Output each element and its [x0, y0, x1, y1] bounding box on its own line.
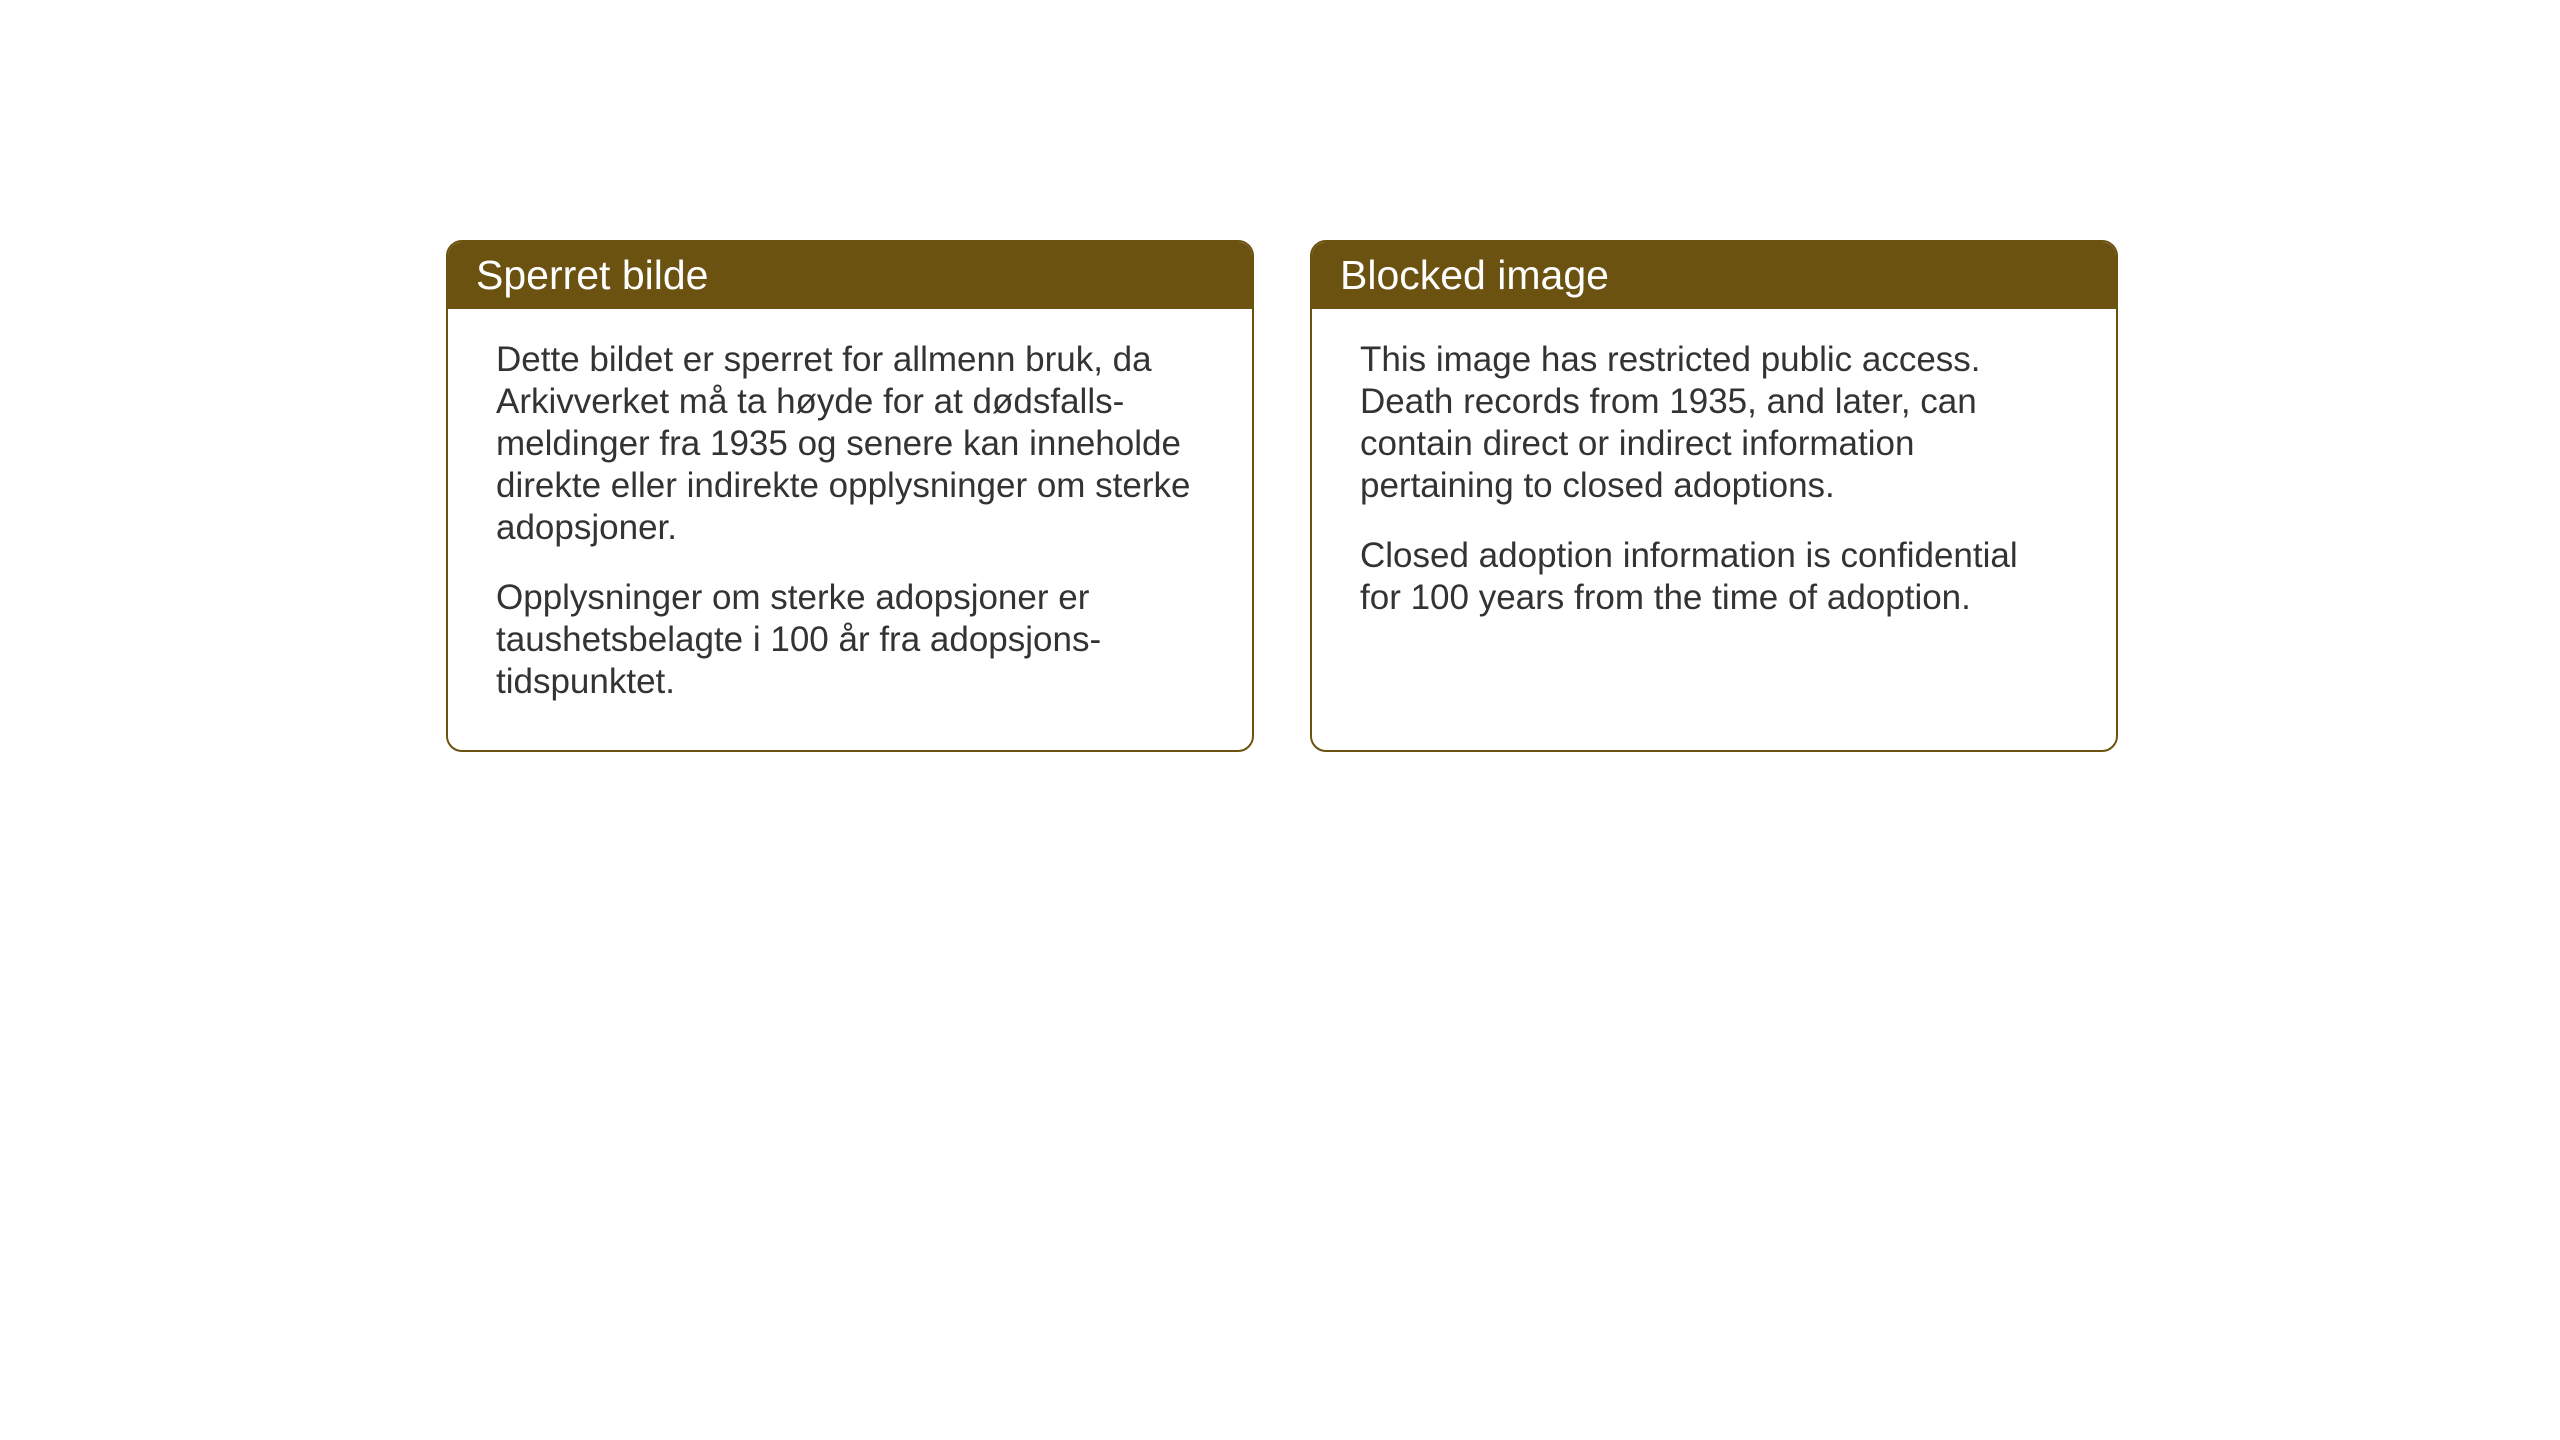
panels-container: Sperret bilde Dette bildet er sperret fo… [446, 240, 2118, 752]
panel-header-english: Blocked image [1312, 242, 2116, 309]
panel-body-english: This image has restricted public access.… [1312, 309, 2116, 659]
panel-paragraph-1-norwegian: Dette bildet er sperret for allmenn bruk… [496, 339, 1204, 549]
panel-body-norwegian: Dette bildet er sperret for allmenn bruk… [448, 309, 1252, 743]
panel-paragraph-2-english: Closed adoption information is confident… [1360, 535, 2068, 619]
panel-norwegian: Sperret bilde Dette bildet er sperret fo… [446, 240, 1254, 752]
panel-title-norwegian: Sperret bilde [476, 252, 708, 298]
panel-paragraph-1-english: This image has restricted public access.… [1360, 339, 2068, 507]
panel-paragraph-2-norwegian: Opplysninger om sterke adopsjoner er tau… [496, 577, 1204, 703]
panel-title-english: Blocked image [1340, 252, 1609, 298]
panel-english: Blocked image This image has restricted … [1310, 240, 2118, 752]
panel-header-norwegian: Sperret bilde [448, 242, 1252, 309]
